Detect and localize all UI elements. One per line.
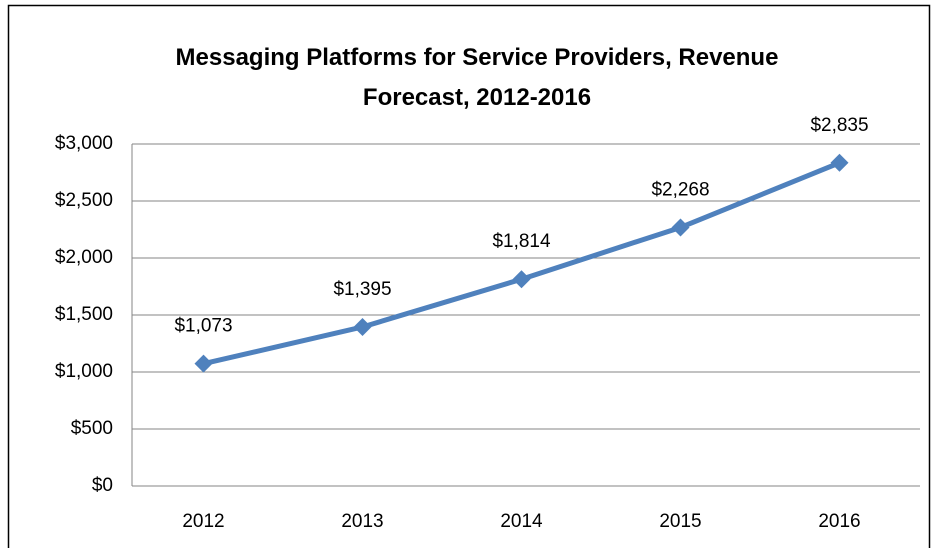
marker — [830, 153, 849, 172]
chart-title: Messaging Platforms for Service Provider… — [175, 44, 779, 111]
marker — [671, 218, 690, 237]
data-label: $2,835 — [810, 115, 868, 136]
x-tick-label: 2016 — [818, 511, 860, 532]
y-tick-label: $1,000 — [55, 361, 113, 382]
chart-border — [7, 4, 931, 548]
marker — [194, 354, 213, 373]
y-tick-label: $0 — [92, 475, 113, 496]
data-label: $2,268 — [651, 179, 709, 200]
x-tick-label: 2013 — [341, 511, 383, 532]
marker — [353, 317, 372, 336]
line — [202, 160, 841, 367]
data-label: $1,395 — [333, 279, 391, 300]
y-tick-label: $3,000 — [55, 133, 113, 154]
x-tick-label: 2012 — [182, 511, 224, 532]
x-tick-label: 2014 — [500, 511, 543, 532]
y-tick-label: $2,000 — [55, 247, 113, 268]
data-label: $1,073 — [174, 316, 232, 337]
data-label: $1,814 — [492, 231, 551, 252]
x-tick-label: 2015 — [659, 511, 701, 532]
y-tick-label: $1,500 — [55, 304, 113, 325]
marker — [512, 270, 531, 289]
y-tick-label: $500 — [71, 418, 113, 439]
y-tick-label: $2,500 — [55, 190, 113, 211]
